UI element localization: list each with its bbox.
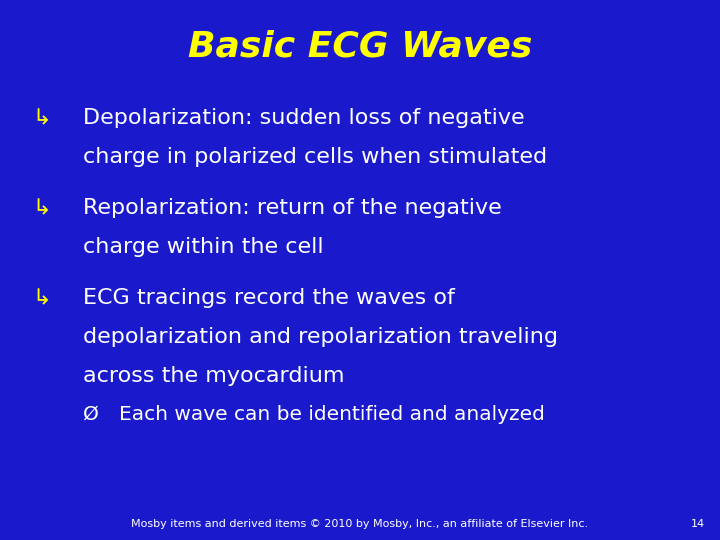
Text: charge in polarized cells when stimulated: charge in polarized cells when stimulate… bbox=[83, 147, 547, 167]
Text: Repolarization: return of the negative: Repolarization: return of the negative bbox=[83, 198, 502, 218]
Text: Ø: Ø bbox=[83, 405, 99, 424]
Text: Basic ECG Waves: Basic ECG Waves bbox=[188, 30, 532, 64]
Text: Each wave can be identified and analyzed: Each wave can be identified and analyzed bbox=[119, 405, 544, 424]
Text: ECG tracings record the waves of: ECG tracings record the waves of bbox=[83, 288, 454, 308]
Text: ↳: ↳ bbox=[32, 288, 51, 308]
Text: ↳: ↳ bbox=[32, 198, 51, 218]
Text: 14: 14 bbox=[691, 519, 706, 529]
Text: depolarization and repolarization traveling: depolarization and repolarization travel… bbox=[83, 327, 558, 347]
Text: ↳: ↳ bbox=[32, 108, 51, 128]
Text: Depolarization: sudden loss of negative: Depolarization: sudden loss of negative bbox=[83, 108, 524, 128]
Text: charge within the cell: charge within the cell bbox=[83, 237, 323, 257]
Text: Mosby items and derived items © 2010 by Mosby, Inc., an affiliate of Elsevier In: Mosby items and derived items © 2010 by … bbox=[132, 519, 588, 529]
Text: across the myocardium: across the myocardium bbox=[83, 366, 344, 386]
